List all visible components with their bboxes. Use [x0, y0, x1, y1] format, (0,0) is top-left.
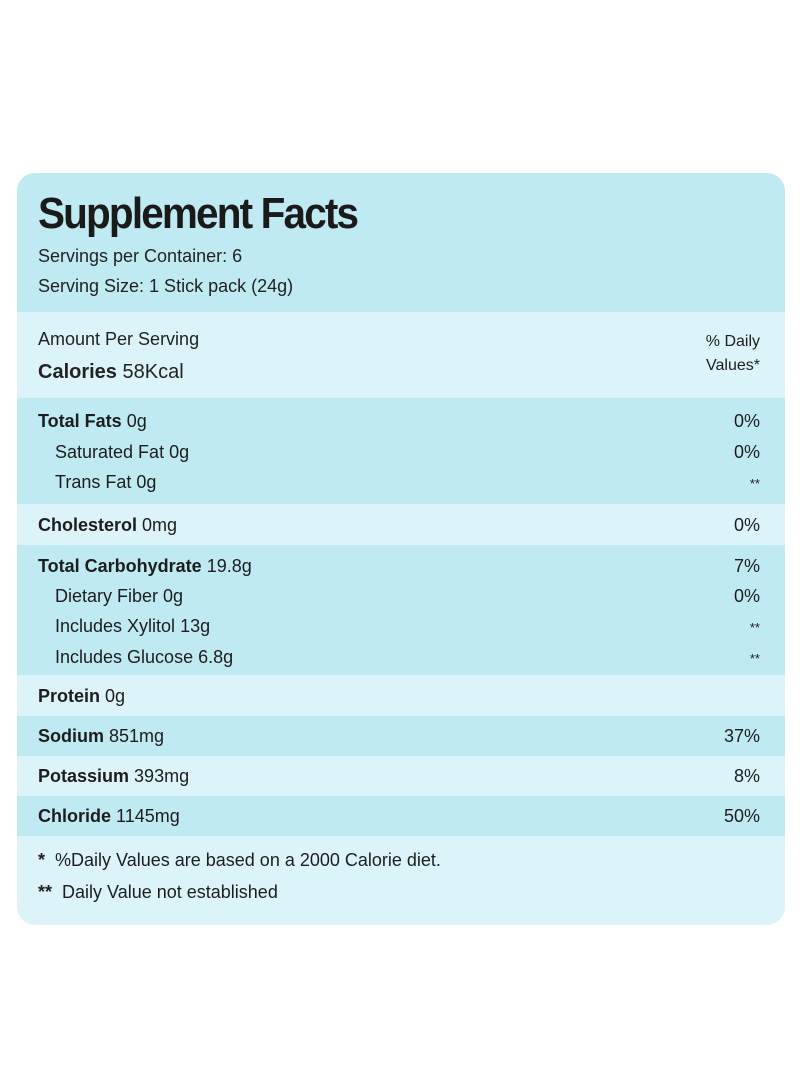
nutrient-row: Total Carbohydrate 19.8g 7% [38, 556, 760, 576]
calories-label: Calories [38, 361, 117, 383]
page-title: Supplement Facts [38, 189, 359, 238]
footnote: * %Daily Values are based on a 2000 Calo… [38, 850, 441, 870]
nutrient-row: Saturated Fat 0g 0% [55, 442, 760, 462]
nutrient-row: Cholesterol 0mg 0% [38, 515, 760, 535]
nutrient-row: Total Fats 0g 0% [38, 411, 760, 431]
nutrient-row: Includes Xylitol 13g ** [55, 616, 760, 636]
nutrient-row: Includes Glucose 6.8g ** [55, 647, 760, 667]
nutrient-row: Protein 0g [38, 686, 126, 706]
fats-band [17, 398, 785, 504]
chloride-band [17, 796, 785, 836]
servings-per-container: Servings per Container: 6 [38, 246, 243, 266]
calories-value: 58Kcal [122, 361, 184, 383]
carbohydrate-band [17, 545, 785, 675]
calories-line: Calories 58Kcal [38, 361, 184, 384]
daily-values-header: % Daily Values* [705, 333, 760, 374]
nutrient-row: Sodium 851mg 37% [38, 726, 760, 746]
potassium-band [17, 756, 785, 796]
serving-size: Serving Size: 1 Stick pack (24g) [38, 276, 294, 296]
sodium-band [17, 716, 785, 756]
footnote: ** Daily Value not established [38, 882, 278, 902]
nutrient-row: Trans Fat 0g ** [55, 472, 760, 492]
amount-per-serving: Amount Per Serving [38, 329, 200, 349]
supplement-facts-panel: Supplement Facts Servings per Container:… [17, 173, 785, 925]
calories-band: Amount Per Serving Calories 58Kcal [17, 312, 785, 398]
header-band: Supplement Facts Servings per Container:… [17, 173, 785, 312]
nutrient-row: Dietary Fiber 0g 0% [55, 586, 760, 606]
nutrient-row: Chloride 1145mg 50% [38, 806, 760, 826]
protein-band [17, 675, 785, 716]
cholesterol-band [17, 504, 785, 545]
nutrient-row: Potassium 393mg 8% [38, 766, 760, 786]
